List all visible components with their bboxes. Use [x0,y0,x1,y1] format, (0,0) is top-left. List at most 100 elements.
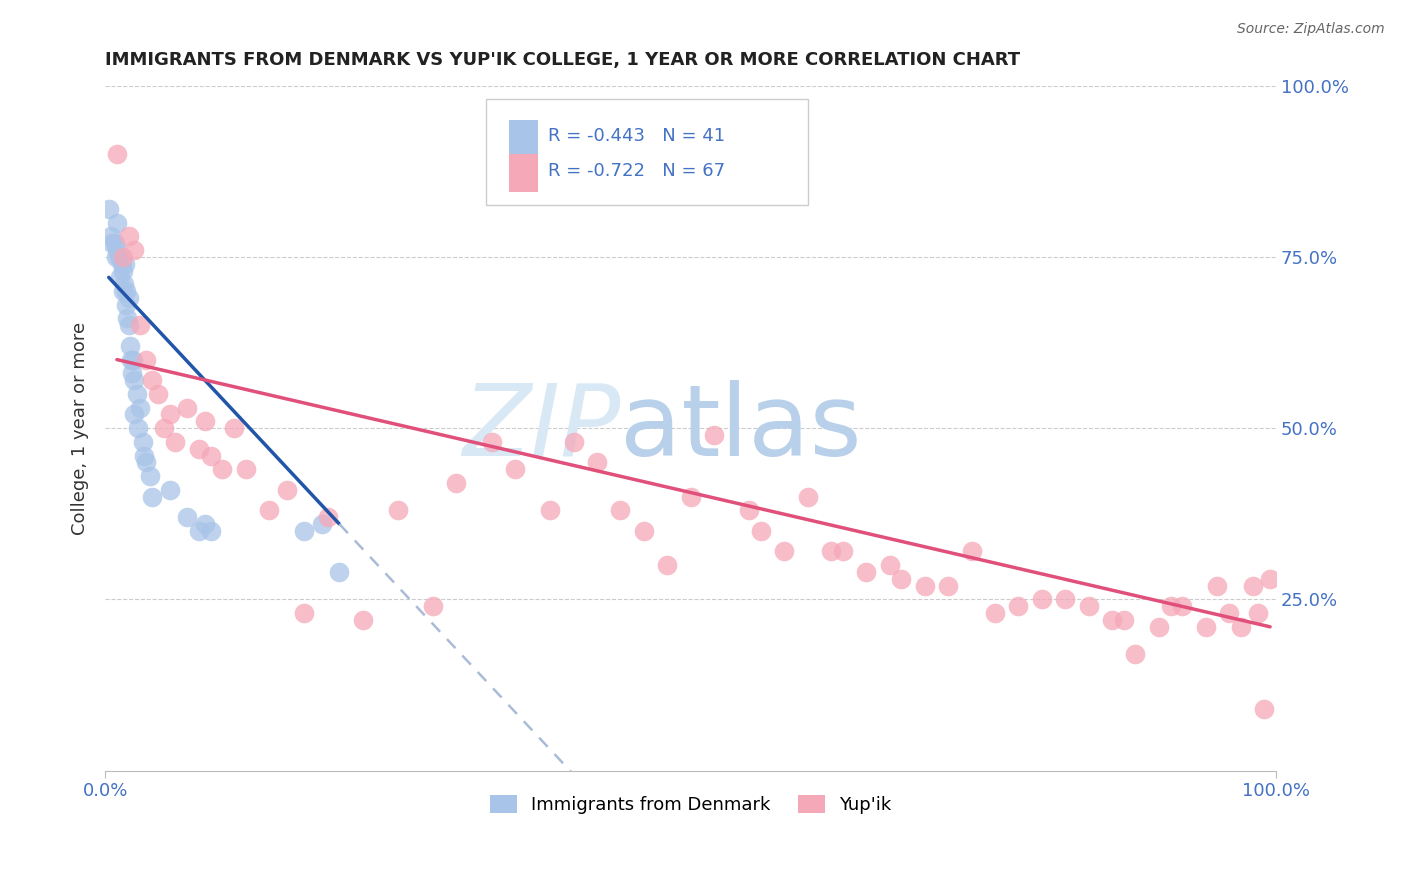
Point [235,462,257,476]
Point [125,387,148,401]
Point [796,490,818,504]
Point [124,373,146,387]
Point [165,434,187,449]
Point [101,236,124,251]
Point [679,490,702,504]
Point [292,606,315,620]
Point [141,373,163,387]
Point [211,462,233,476]
Point [129,401,152,415]
Point [132,449,155,463]
Text: R = -0.443   N = 41: R = -0.443 N = 41 [548,127,725,145]
Point [108,250,131,264]
Point [936,579,959,593]
Point [703,428,725,442]
Point [1112,613,1135,627]
Point [176,510,198,524]
Y-axis label: College, 1 year or more: College, 1 year or more [72,321,89,534]
Point [657,558,679,573]
Point [422,599,444,614]
Point [111,250,134,264]
Point [633,524,655,538]
Text: R = -0.722   N = 67: R = -0.722 N = 67 [548,162,725,180]
Point [1195,620,1218,634]
Point [117,318,139,333]
Point [328,565,350,579]
Point [111,284,134,298]
Point [129,318,152,333]
Legend: Immigrants from Denmark, Yup'ik: Immigrants from Denmark, Yup'ik [481,786,900,823]
Point [1218,606,1240,620]
Point [562,434,585,449]
FancyBboxPatch shape [509,154,538,192]
Point [135,352,157,367]
Point [117,291,139,305]
Point [890,572,912,586]
Point [115,284,138,298]
Point [146,387,169,401]
Point [1160,599,1182,614]
Point [276,483,298,497]
Point [112,277,135,292]
Point [105,243,128,257]
Point [127,421,149,435]
Point [960,544,983,558]
Point [159,483,181,497]
Point [1147,620,1170,634]
Point [1230,620,1253,634]
Point [352,613,374,627]
Point [120,352,142,367]
Point [311,516,333,531]
Point [138,469,160,483]
Point [1171,599,1194,614]
Point [1247,606,1270,620]
Point [124,408,146,422]
FancyBboxPatch shape [509,120,538,158]
Point [131,434,153,449]
Point [503,462,526,476]
Point [105,147,128,161]
Point [1253,702,1275,716]
Point [257,503,280,517]
Point [879,558,901,573]
Point [1206,579,1229,593]
Point [100,229,122,244]
Point [104,250,127,264]
Text: atlas: atlas [620,380,862,476]
FancyBboxPatch shape [485,99,807,205]
Point [1101,613,1123,627]
Point [914,579,936,593]
Point [117,311,139,326]
Point [316,510,339,524]
Point [387,503,409,517]
Point [609,503,631,517]
Point [159,408,181,422]
Point [124,243,146,257]
Point [1007,599,1029,614]
Point [481,434,503,449]
Text: IMMIGRANTS FROM DENMARK VS YUP'IK COLLEGE, 1 YEAR OR MORE CORRELATION CHART: IMMIGRANTS FROM DENMARK VS YUP'IK COLLEG… [105,51,1021,69]
Point [121,366,143,380]
Point [176,401,198,415]
Point [1241,579,1264,593]
Point [152,421,174,435]
Point [122,352,145,367]
Point [1125,647,1147,661]
Point [222,421,245,435]
Point [97,202,120,216]
Point [114,257,136,271]
Point [110,270,132,285]
Point [984,606,1007,620]
Point [105,215,128,229]
Text: ZIP: ZIP [463,380,620,476]
Point [1031,592,1053,607]
Point [118,339,141,353]
Point [110,257,132,271]
Point [749,524,772,538]
Point [586,455,609,469]
Point [115,298,138,312]
Point [135,455,157,469]
Point [855,565,877,579]
Point [194,414,217,428]
Point [200,524,222,538]
